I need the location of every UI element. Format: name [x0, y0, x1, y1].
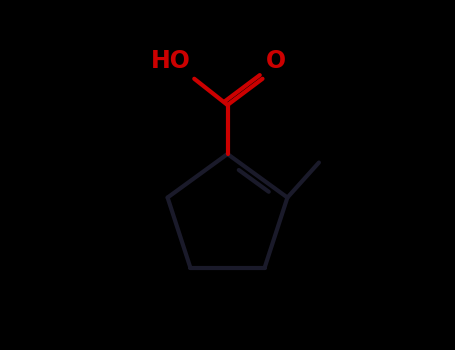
Text: HO: HO	[151, 49, 191, 74]
Text: O: O	[266, 49, 286, 74]
